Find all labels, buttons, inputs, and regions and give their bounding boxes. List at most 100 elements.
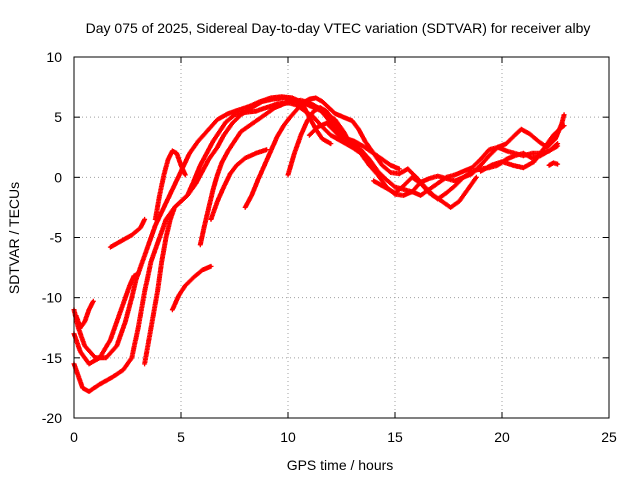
data-point — [156, 290, 159, 293]
data-point — [203, 224, 206, 227]
data-point — [537, 140, 540, 143]
series-arc-7 — [152, 148, 188, 222]
data-point — [479, 164, 482, 167]
data-point — [342, 140, 345, 143]
data-markers — [169, 263, 214, 313]
data-point — [263, 164, 266, 167]
data-point — [286, 173, 290, 177]
data-point — [122, 368, 125, 372]
data-point — [291, 96, 294, 100]
data-point — [314, 96, 318, 100]
data-point — [209, 218, 213, 221]
series-arc-8 — [169, 263, 214, 313]
data-point — [372, 179, 375, 183]
data-point — [329, 142, 332, 145]
data-point — [402, 184, 405, 187]
data-point — [149, 326, 153, 329]
data-point — [402, 194, 405, 197]
data-point — [224, 120, 228, 124]
data-point — [233, 113, 236, 116]
data-point — [173, 206, 176, 209]
y-tick-label: 10 — [46, 49, 62, 65]
data-point — [436, 182, 439, 185]
data-point — [359, 152, 362, 155]
data-point — [440, 200, 444, 203]
x-axis-label: GPS time / hours — [287, 457, 394, 473]
data-point — [558, 128, 561, 131]
data-point — [363, 140, 367, 143]
data-point — [244, 156, 247, 160]
data-point — [453, 184, 457, 187]
data-point — [248, 124, 251, 127]
data-point — [554, 137, 557, 141]
data-point — [130, 296, 133, 299]
data-point — [81, 386, 84, 390]
data-point — [316, 125, 320, 128]
data-point — [154, 218, 157, 221]
data-point — [398, 167, 401, 171]
data-point — [359, 148, 362, 151]
data-point — [513, 134, 517, 137]
data-point — [216, 118, 219, 121]
series-arc-16 — [546, 160, 561, 168]
data-point — [552, 134, 555, 137]
data-point — [479, 170, 482, 173]
data-point — [211, 140, 215, 143]
x-tick-label: 5 — [177, 429, 185, 445]
chart-title: Day 075 of 2025, Sidereal Day-to-day VTE… — [86, 20, 591, 36]
data-point — [496, 146, 499, 149]
data-point — [562, 124, 566, 127]
data-point — [237, 108, 240, 112]
data-point — [143, 362, 146, 366]
data-point — [164, 236, 168, 239]
data-point — [282, 102, 285, 106]
data-point — [308, 101, 311, 104]
data-point — [250, 194, 253, 197]
data-point — [139, 266, 142, 269]
data-point — [351, 146, 354, 149]
data-point — [74, 314, 78, 317]
data-point — [487, 154, 491, 157]
data-point — [87, 362, 91, 366]
data-point — [134, 278, 138, 281]
data-point — [383, 185, 386, 189]
data-point — [132, 274, 136, 278]
data-point — [470, 172, 474, 175]
ticks: 0 5 10 15 20 25 -20 -15 -10 -5 0 5 10 — [42, 49, 617, 445]
data-point — [184, 284, 187, 287]
data-point — [201, 268, 204, 272]
data-point — [325, 115, 328, 119]
y-tick-label: 0 — [54, 169, 62, 185]
data-point — [265, 112, 268, 115]
data-markers — [208, 147, 270, 222]
data-point — [254, 152, 258, 155]
data-point — [211, 188, 215, 191]
data-point — [333, 112, 337, 115]
x-tick-label: 15 — [387, 429, 403, 445]
data-point — [325, 121, 328, 125]
data-point — [218, 130, 221, 133]
data-point — [295, 108, 298, 112]
x-tick-label: 10 — [280, 429, 296, 445]
data-point — [231, 121, 234, 125]
data-point — [453, 173, 457, 177]
data-point — [333, 121, 337, 125]
data-point — [235, 164, 238, 167]
data-point — [216, 146, 219, 149]
data-point — [130, 356, 133, 360]
data-point — [175, 152, 178, 155]
data-point — [410, 176, 414, 179]
data-point — [145, 248, 148, 251]
data-point — [511, 164, 514, 167]
data-point — [171, 149, 174, 153]
data-point — [321, 137, 324, 141]
data-point — [406, 167, 410, 171]
data-point — [329, 134, 332, 137]
data-point — [273, 106, 277, 109]
data-point — [368, 164, 371, 167]
data-point — [282, 124, 285, 127]
data-point — [449, 206, 452, 209]
data-point — [77, 374, 80, 378]
data-point — [308, 134, 311, 137]
